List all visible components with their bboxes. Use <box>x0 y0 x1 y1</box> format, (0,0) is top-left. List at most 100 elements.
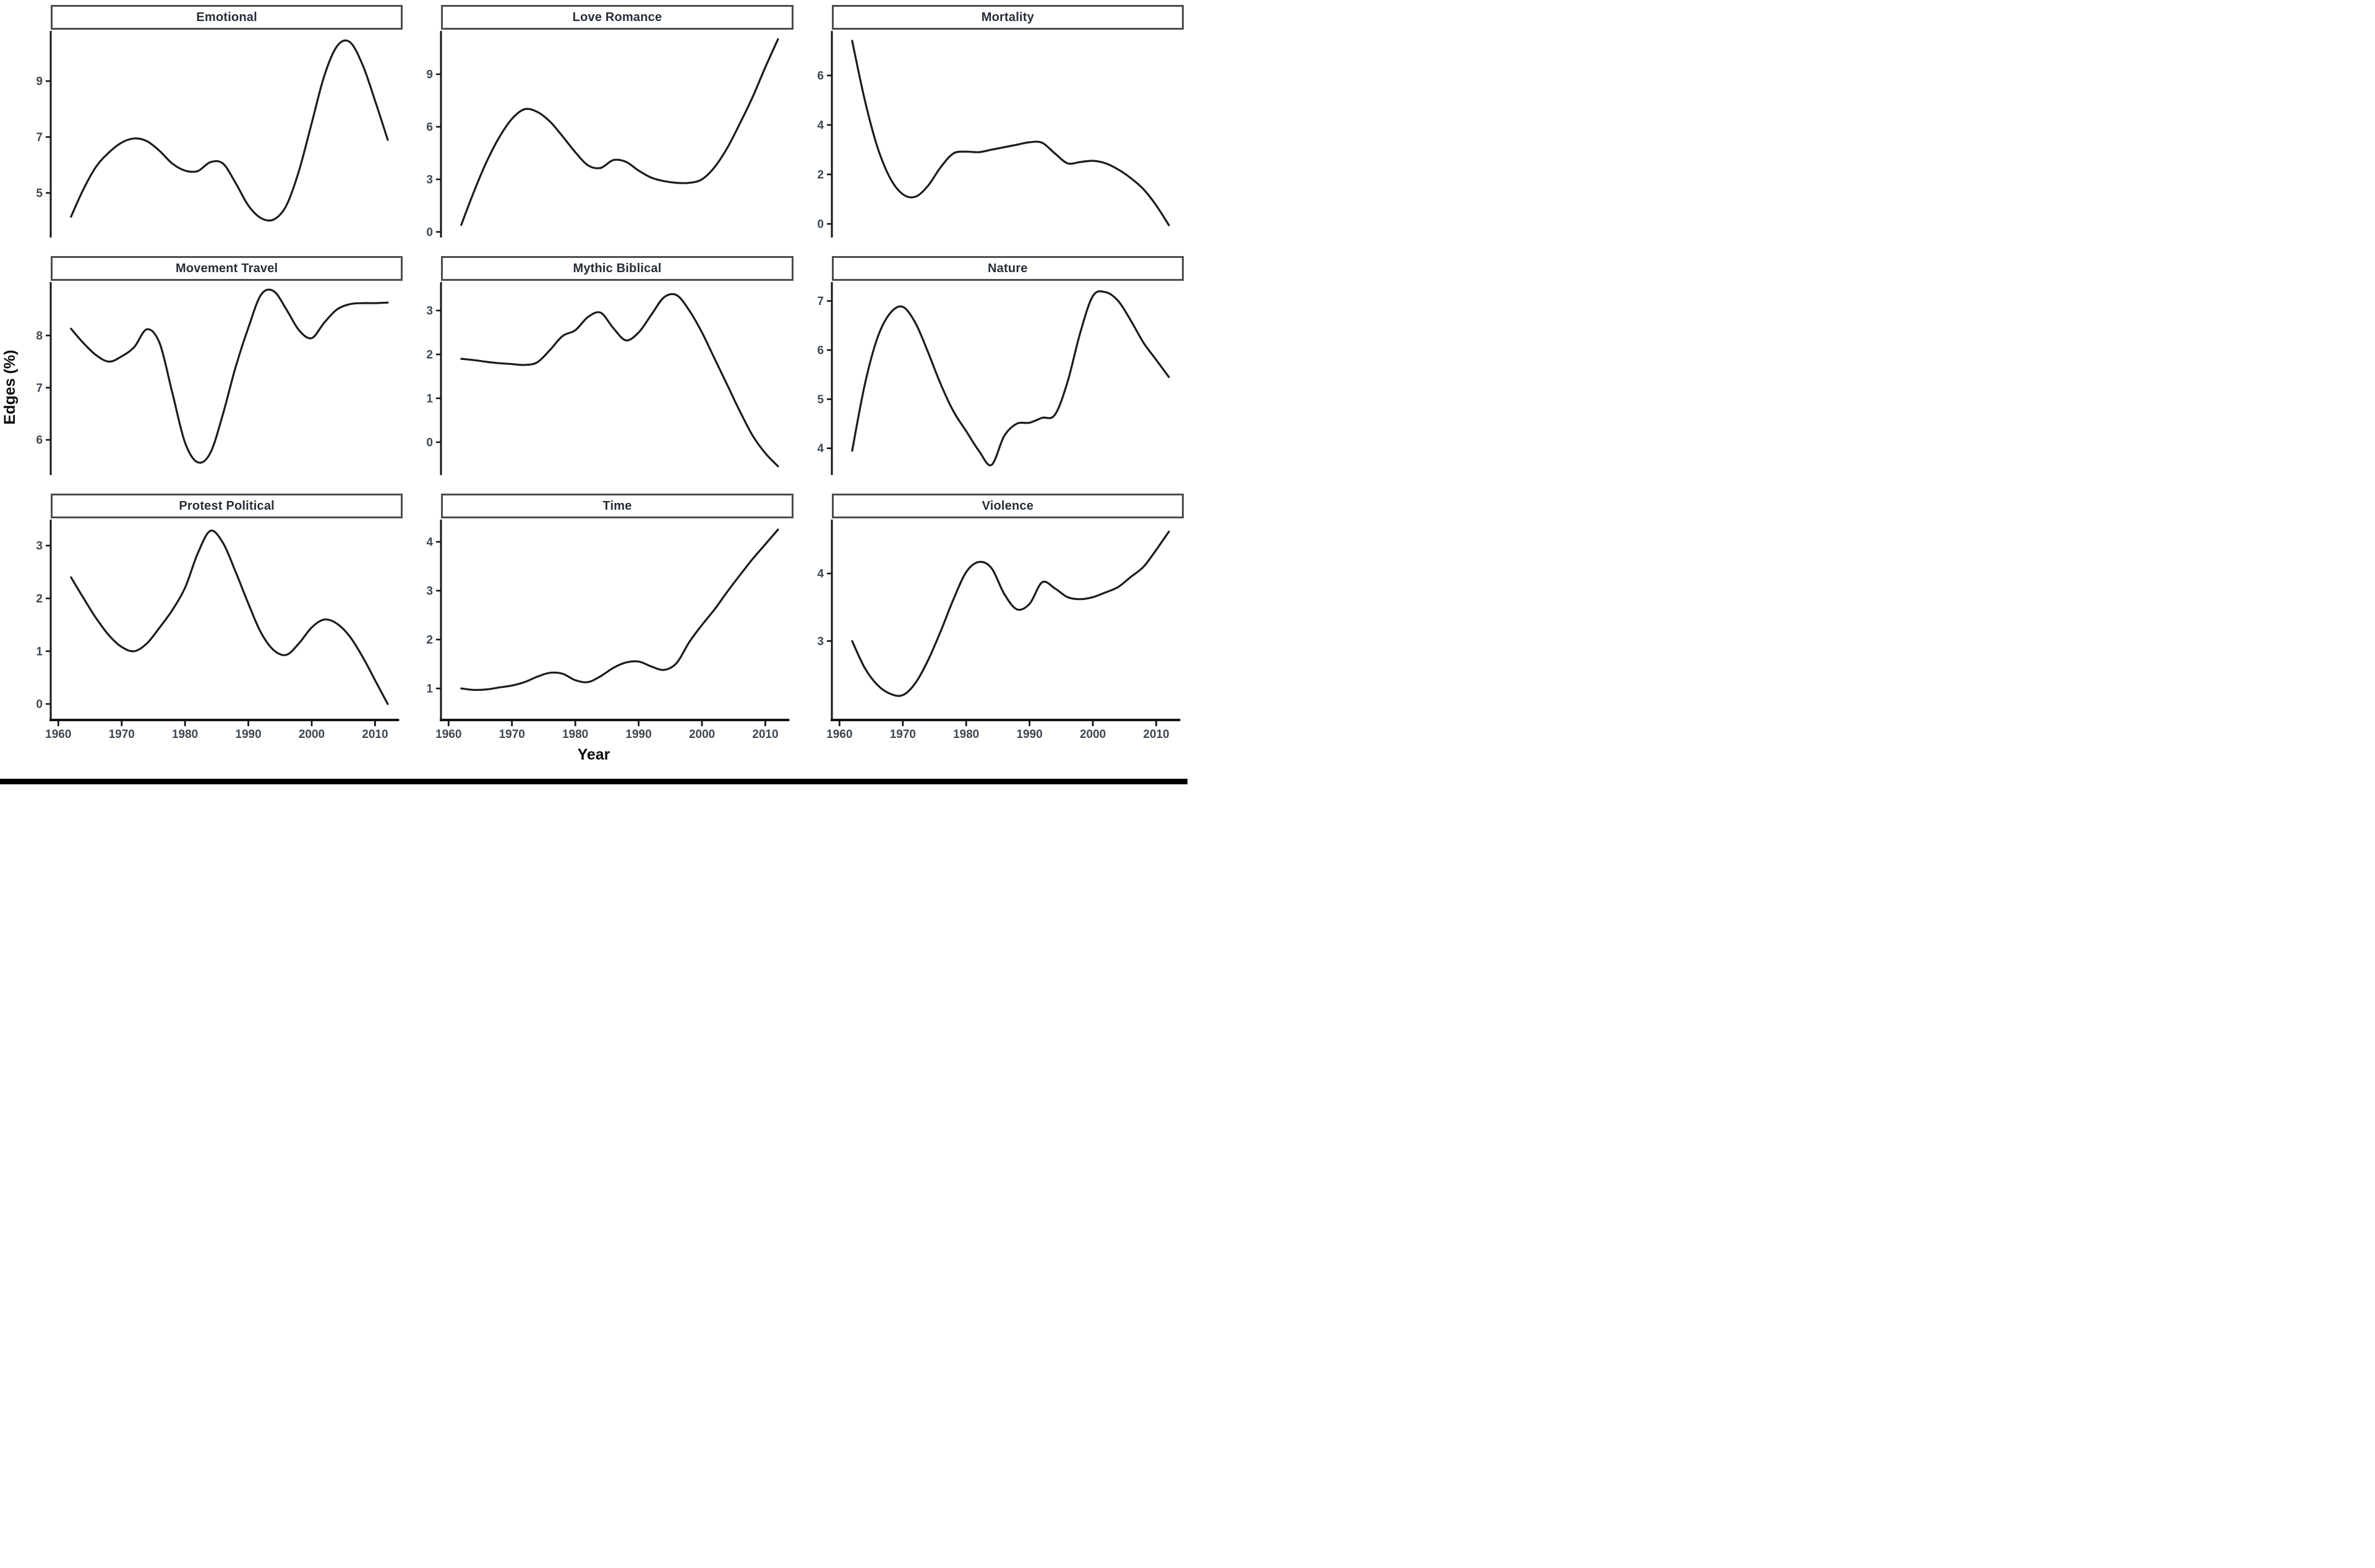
x-tick-label: 1960 <box>435 728 461 741</box>
facet-title: Nature <box>988 261 1028 275</box>
facet-violence: Violence 3 4 1960 1970 1980 1990 2000 2010 <box>803 494 1184 741</box>
facet-title: Protest Political <box>179 499 275 513</box>
x-axis: 1960 1970 1980 1990 2000 2010 <box>45 719 400 741</box>
y-axis: 0 1 2 3 <box>427 282 442 475</box>
x-tick-label: 1980 <box>172 728 198 741</box>
y-tick-label: 5 <box>817 393 824 406</box>
y-tick-label: 6 <box>817 344 824 357</box>
facet-strip-time: Time <box>441 494 794 518</box>
x-tick-label: 2000 <box>689 728 715 741</box>
facet-title: Time <box>602 499 632 513</box>
y-tick-label: 0 <box>427 436 434 449</box>
facet-protest-political: Protest Political 0 1 2 3 1960 1970 1980 1990 20… <box>22 494 403 741</box>
facet-plot-movement-travel: 6 7 8 <box>36 282 389 475</box>
x-tick-label: 1970 <box>499 728 525 741</box>
facet-plot-protest-political: 0 1 2 3 1960 1970 1980 1990 2000 2010 <box>36 520 400 741</box>
facet-time: Time 1 2 3 4 1960 1970 1980 1990 2000 2010 <box>413 494 794 741</box>
x-tick-label: 1990 <box>626 728 652 741</box>
trend-line <box>850 40 1170 226</box>
facet-strip-mortality: Mortality <box>831 5 1184 30</box>
y-axis: 1 2 3 4 <box>427 520 442 720</box>
x-tick-label: 1970 <box>889 728 915 741</box>
trend-line <box>460 528 779 692</box>
facet-title: Movement Travel <box>176 261 278 275</box>
y-tick-label: 7 <box>36 131 43 144</box>
facet-plot-time: 1 2 3 4 1960 1970 1980 1990 2000 2010 <box>427 520 790 741</box>
y-axis: 34 <box>817 520 833 720</box>
facet-plot-emotional: 5 7 9 <box>36 31 389 238</box>
x-tick-label: 1970 <box>109 728 135 741</box>
x-tick-label: 1990 <box>1016 728 1042 741</box>
y-axis: 0 1 2 3 <box>36 520 52 720</box>
y-tick-label: 9 <box>427 68 434 81</box>
x-tick-label: 2010 <box>362 728 388 741</box>
bottom-rule <box>0 779 1188 784</box>
x-tick-label: 2010 <box>753 728 779 741</box>
facet-emotional: Emotional 5 7 9 <box>22 5 403 240</box>
y-tick-label: 3 <box>36 540 43 553</box>
y-axis: 5 7 9 <box>36 31 52 238</box>
y-tick-label: 4 <box>817 119 824 132</box>
y-tick-label: 6 <box>36 434 43 447</box>
facet-strip-mythic-biblical: Mythic Biblical <box>441 256 794 281</box>
x-tick-label: 1960 <box>45 728 71 741</box>
y-tick-label: 6 <box>427 121 434 134</box>
y-axis: 0 3 6 9 <box>427 31 442 239</box>
facet-strip-emotional: Emotional <box>51 5 403 30</box>
y-tick-label: 2 <box>427 634 434 647</box>
y-tick-label: 5 <box>36 187 43 200</box>
y-tick-label: 0 <box>427 226 434 239</box>
y-tick-label: 8 <box>36 330 43 343</box>
facet-plot-nature: 4 5 6 7 <box>817 282 1170 475</box>
y-tick-label: 4 <box>427 536 434 549</box>
facet-title: Mortality <box>981 10 1034 24</box>
y-axis: 0 2 4 6 <box>817 31 833 238</box>
facet-nature: Nature 4 5 6 7 <box>803 256 1184 478</box>
facet-love-romance: Love Romance 0 3 6 9 <box>413 5 794 240</box>
facet-mythic-biblical: Mythic Biblical 0 1 2 3 <box>413 256 794 478</box>
trend-line <box>460 38 779 226</box>
facet-mortality: Mortality 0 2 4 6 <box>803 5 1184 240</box>
y-tick-label: 6 <box>817 70 824 83</box>
y-axis: 4 5 6 7 <box>817 282 833 475</box>
x-tick-label: 1980 <box>562 728 588 741</box>
facet-title: Mythic Biblical <box>573 261 662 275</box>
x-tick-label: 2000 <box>1079 728 1105 741</box>
x-tick-label: 2000 <box>299 728 325 741</box>
facet-grid: Emotional 5 7 9 Love Romance 0 3 6 9 Mortalit… <box>22 5 1184 741</box>
y-tick-label: 4 <box>817 568 824 581</box>
trend-line <box>70 529 389 705</box>
facet-title: Violence <box>982 499 1034 513</box>
y-axis-title: Edges (%) <box>1 349 19 425</box>
x-axis: 1960 1970 1980 1990 2000 2010 <box>435 719 790 741</box>
facet-strip-movement-travel: Movement Travel <box>51 256 403 281</box>
y-tick-label: 1 <box>36 645 43 658</box>
y-tick-label: 0 <box>817 218 824 231</box>
y-tick-label: 3 <box>427 305 434 318</box>
trend-line <box>850 530 1170 697</box>
trend-line <box>850 290 1170 466</box>
y-tick-label: 2 <box>36 593 43 606</box>
y-tick-label: 2 <box>817 169 824 182</box>
x-tick-label: 1960 <box>826 728 852 741</box>
facet-title: Emotional <box>196 10 257 24</box>
y-tick-label: 1 <box>427 392 434 405</box>
trend-line <box>460 293 779 468</box>
facet-strip-violence: Violence <box>831 494 1184 518</box>
x-tick-label: 1990 <box>235 728 261 741</box>
y-tick-label: 2 <box>427 348 434 361</box>
facet-title: Love Romance <box>572 10 662 24</box>
x-tick-label: 1980 <box>953 728 979 741</box>
facet-figure: Emotional 5 7 9 Love Romance 0 3 6 9 Mortalit… <box>0 0 1188 784</box>
facet-plot-mythic-biblical: 0 1 2 3 <box>427 282 779 475</box>
x-axis-title: Year <box>577 746 610 763</box>
y-tick-label: 0 <box>36 698 43 711</box>
y-axis: 6 7 8 <box>36 282 52 475</box>
x-axis: 1960 1970 1980 1990 2000 2010 <box>826 719 1180 741</box>
facet-strip-nature: Nature <box>831 256 1184 281</box>
facet-strip-love-romance: Love Romance <box>441 5 794 30</box>
facet-strip-protest-political: Protest Political <box>51 494 403 518</box>
facet-plot-love-romance: 0 3 6 9 <box>427 31 779 239</box>
y-tick-label: 3 <box>427 585 434 598</box>
